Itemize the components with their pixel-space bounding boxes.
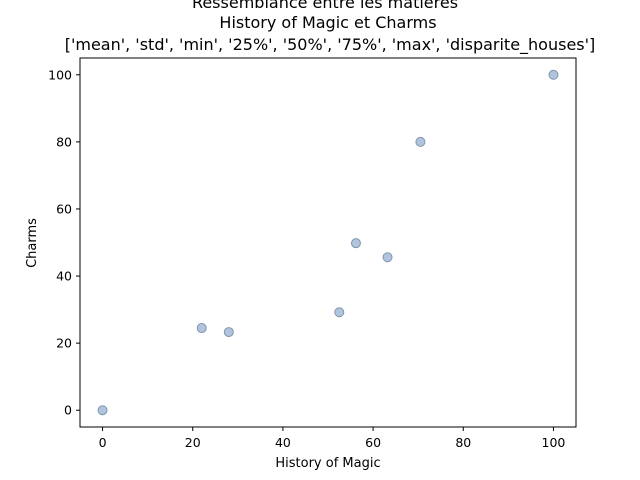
data-point bbox=[223, 327, 234, 338]
chart-title-line-1: Ressemblance entre les matieres bbox=[192, 0, 458, 12]
data-point bbox=[548, 69, 559, 80]
data-point bbox=[382, 252, 393, 263]
y-tick-label: 0 bbox=[64, 403, 72, 418]
x-axis-ticks: 0 20 40 60 80 100 bbox=[99, 427, 566, 450]
y-tick-label: 60 bbox=[56, 201, 72, 216]
y-tick-label: 100 bbox=[48, 67, 72, 82]
x-tick-label: 0 bbox=[99, 435, 107, 450]
x-tick-label: 100 bbox=[542, 435, 566, 450]
x-tick-label: 40 bbox=[275, 435, 291, 450]
chart-title-line-2: History of Magic et Charms bbox=[219, 13, 436, 32]
data-point bbox=[196, 323, 207, 334]
x-tick-label: 20 bbox=[185, 435, 201, 450]
data-point bbox=[97, 405, 108, 416]
chart-title-line-3: ['mean', 'std', 'min', '25%', '50%', '75… bbox=[65, 35, 596, 55]
y-axis-ticks: 0 20 40 60 80 100 bbox=[48, 67, 80, 418]
y-tick-label: 20 bbox=[56, 336, 72, 351]
data-point bbox=[350, 238, 361, 249]
x-tick-label: 60 bbox=[365, 435, 381, 450]
plot-area bbox=[79, 57, 577, 428]
x-tick-label: 80 bbox=[455, 435, 471, 450]
chart-title: Ressemblance entre les matieres History … bbox=[65, 0, 596, 55]
y-tick-label: 80 bbox=[56, 134, 72, 149]
x-axis-label: History of Magic bbox=[275, 456, 380, 471]
data-point bbox=[334, 307, 345, 318]
y-axis-label: Charms bbox=[25, 218, 40, 268]
y-tick-label: 40 bbox=[56, 269, 72, 284]
data-points bbox=[97, 69, 559, 416]
data-point bbox=[415, 136, 426, 147]
